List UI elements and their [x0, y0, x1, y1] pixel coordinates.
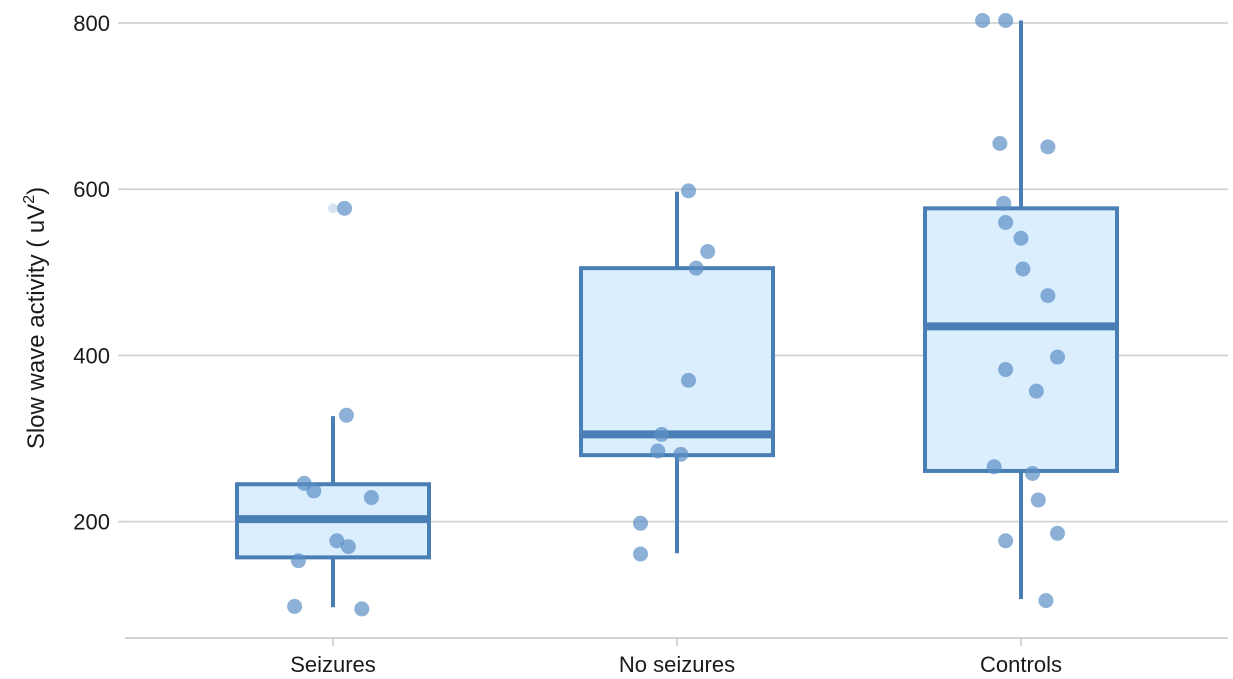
- data-point: [998, 533, 1013, 548]
- data-point: [998, 362, 1013, 377]
- outlier-point: [328, 203, 338, 213]
- data-point: [306, 483, 321, 498]
- y-tick-label: 600: [73, 177, 110, 202]
- data-point: [633, 547, 648, 562]
- data-point: [1040, 288, 1055, 303]
- data-point: [689, 261, 704, 276]
- data-point: [341, 539, 356, 554]
- data-point: [633, 516, 648, 531]
- x-tick-label: No seizures: [619, 652, 735, 677]
- y-tick-label: 200: [73, 510, 110, 535]
- x-tick-label: Seizures: [290, 652, 376, 677]
- data-point: [1038, 593, 1053, 608]
- x-tick-label: Controls: [980, 652, 1062, 677]
- y-axis-title-main: Slow wave activity ( uV: [23, 204, 50, 449]
- box-iqr: [581, 268, 773, 455]
- data-point: [354, 601, 369, 616]
- y-axis-title-close: ): [23, 187, 50, 195]
- data-point: [1031, 493, 1046, 508]
- y-axis-ticks: 200 400 600 800: [73, 11, 125, 535]
- data-point: [998, 13, 1013, 28]
- data-point: [1050, 526, 1065, 541]
- data-point: [364, 490, 379, 505]
- data-point: [1050, 350, 1065, 365]
- data-point: [1015, 262, 1030, 277]
- data-point: [650, 444, 665, 459]
- y-tick-label: 400: [73, 343, 110, 368]
- y-tick-label: 800: [73, 11, 110, 36]
- boxes: [237, 21, 1117, 608]
- data-point: [987, 459, 1002, 474]
- data-point: [1040, 139, 1055, 154]
- y-axis-title: Slow wave activity ( uV2): [21, 187, 50, 449]
- data-point: [998, 215, 1013, 230]
- data-point: [673, 447, 688, 462]
- data-point: [700, 244, 715, 259]
- data-point: [681, 373, 696, 388]
- data-point: [1014, 231, 1029, 246]
- box-no-seizures: [581, 192, 773, 554]
- y-axis-title-superscript: 2: [21, 195, 38, 204]
- data-point: [1025, 466, 1040, 481]
- data-point: [1029, 384, 1044, 399]
- data-point: [996, 196, 1011, 211]
- x-axis-ticks: Seizures No seizures Controls: [290, 638, 1062, 677]
- data-point: [681, 183, 696, 198]
- box-controls: [925, 21, 1117, 599]
- data-point: [287, 599, 302, 614]
- data-point: [291, 553, 306, 568]
- data-point: [992, 136, 1007, 151]
- box-iqr: [925, 208, 1117, 471]
- data-point: [339, 408, 354, 423]
- data-point: [337, 201, 352, 216]
- data-point: [975, 13, 990, 28]
- data-point: [654, 427, 669, 442]
